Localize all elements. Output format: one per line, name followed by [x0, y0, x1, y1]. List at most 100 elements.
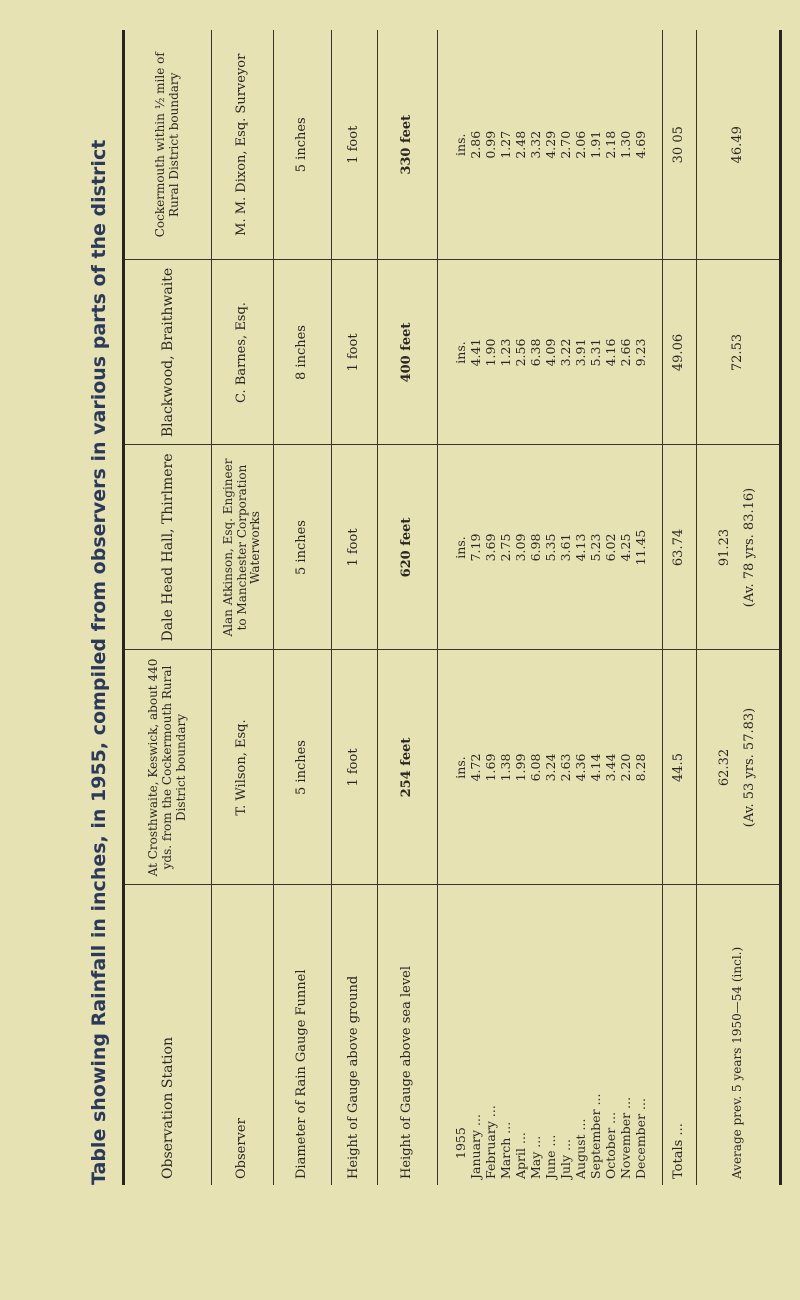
monthly-value: 2.20: [617, 753, 633, 782]
monthly-values: ins. 7.19 3.69 2.75 3.09 6.98 5.35 3.61 4.13 5.23…: [437, 445, 663, 650]
month-label: October ...: [602, 1111, 618, 1179]
month-label: April ...: [512, 1132, 528, 1179]
total: 63.74: [662, 445, 697, 650]
month-label: September ...: [587, 1093, 603, 1179]
monthly-value: 1.38: [497, 753, 513, 782]
monthly-values: ins. 2.86 0.99 1.27 2.48 3.32 4.29 2.70 2.06 1.91…: [437, 30, 663, 260]
monthly-value: 1.91: [587, 130, 603, 159]
height-sea: 400 feet: [377, 260, 438, 445]
monthly-value: 3.09: [512, 533, 528, 562]
monthly-value: 8.28: [632, 753, 648, 782]
monthly-values: ins. 4.72 1.69 1.38 1.99 6.08 3.24 2.63 4.36 4.14…: [437, 650, 663, 885]
month-label: July ...: [557, 1138, 573, 1179]
monthly-value: 1.99: [512, 753, 528, 782]
label-station: Observation Station: [123, 885, 212, 1185]
row-diameter: Diameter of Rain Gauge Funnel 5 inches 5…: [273, 30, 332, 1185]
row-height-ground: Height of Gauge above ground 1 foot 1 fo…: [331, 30, 378, 1185]
height-sea: 254 feet: [377, 650, 438, 885]
height-ground: 1 foot: [331, 30, 378, 260]
average-value: 62.32: [717, 748, 733, 787]
monthly-value: 2.56: [512, 338, 528, 367]
monthly-value: 3.69: [482, 533, 498, 562]
station-name: Cockermouth within ½ mile of Rural Distr…: [123, 30, 212, 260]
monthly-value: 3.91: [572, 338, 588, 367]
rainfall-table: Observation Station At Crosthwaite, Kesw…: [122, 30, 782, 1185]
diameter: 5 inches: [273, 30, 332, 260]
monthly-value: 1.90: [482, 338, 498, 367]
monthly-value: 5.31: [587, 338, 603, 367]
monthly-value: 2.75: [497, 533, 513, 562]
long-average: (Av. 78 yrs. 83.16): [742, 487, 757, 608]
monthly-value: 3.44: [602, 753, 618, 782]
monthly-value: 6.38: [527, 338, 543, 367]
label-height-sea: Height of Gauge above sea level: [377, 885, 438, 1185]
year-label: 1955: [452, 1127, 468, 1159]
average-value: 46.49: [729, 126, 745, 164]
monthly-value: 9.23: [632, 338, 648, 367]
height-sea: 620 feet: [377, 445, 438, 650]
label-average: Average prev. 5 years 1950—54 (incl.): [696, 885, 781, 1185]
monthly-value: 2.48: [512, 130, 528, 159]
monthly-value: 3.24: [542, 753, 558, 782]
monthly-value: 4.14: [587, 753, 603, 782]
label-observer: Observer: [211, 885, 274, 1185]
unit-label: ins.: [452, 536, 468, 559]
monthly-value: 2.86: [467, 130, 483, 159]
month-label: February ...: [482, 1105, 498, 1179]
page-title: Table showing Rainfall in inches, in 195…: [88, 139, 110, 1185]
row-station: Observation Station At Crosthwaite, Kesw…: [123, 30, 212, 1185]
month-label: December ...: [632, 1098, 648, 1179]
monthly-value: 4.16: [602, 338, 618, 367]
average: 91.23 (Av. 78 yrs. 83.16): [696, 445, 781, 650]
observer: Alan Atkinson, Esq. Engineer to Manchest…: [211, 445, 274, 650]
station-name: At Crosthwaite, Keswick, about 440 yds. …: [123, 650, 212, 885]
monthly-value: 0.99: [482, 130, 498, 159]
diameter: 5 inches: [273, 445, 332, 650]
month-label: January ...: [467, 1114, 483, 1179]
monthly-value: 3.22: [557, 338, 573, 367]
monthly-value: 4.36: [572, 753, 588, 782]
height-sea: 330 feet: [377, 30, 438, 260]
monthly-value: 1.30: [617, 130, 633, 159]
monthly-value: 1.69: [482, 753, 498, 782]
monthly-value: 3.32: [527, 130, 543, 159]
average: 62.32 (Av. 53 yrs. 57.83): [696, 650, 781, 885]
monthly-value: 5.23: [587, 533, 603, 562]
unit-label: ins.: [452, 133, 468, 156]
month-label: November ...: [617, 1096, 633, 1179]
total: 49.06: [662, 260, 697, 445]
monthly-value: 2.66: [617, 338, 633, 367]
diameter: 5 inches: [273, 650, 332, 885]
label-height-ground: Height of Gauge above ground: [331, 885, 378, 1185]
unit-label: ins.: [452, 756, 468, 779]
monthly-value: 3.61: [557, 533, 573, 562]
height-ground: 1 foot: [331, 260, 378, 445]
monthly-value: 4.69: [632, 130, 648, 159]
monthly-value: 1.23: [497, 338, 513, 367]
station-name: Dale Head Hall, Thirlmere: [123, 445, 212, 650]
label-diameter: Diameter of Rain Gauge Funnel: [273, 885, 332, 1185]
height-ground: 1 foot: [331, 650, 378, 885]
row-height-sea: Height of Gauge above sea level 254 feet…: [377, 30, 438, 1185]
month-label: May ...: [527, 1135, 543, 1179]
average: 72.53: [696, 260, 781, 445]
total: 30 05: [662, 30, 697, 260]
monthly-value: 1.27: [497, 130, 513, 159]
label-totals: Totals ...: [662, 885, 697, 1185]
height-ground: 1 foot: [331, 445, 378, 650]
average-value: 91.23: [717, 528, 733, 567]
average: 46.49: [696, 30, 781, 260]
monthly-values: ins. 4.41 1.90 1.23 2.56 6.38 4.09 3.22 3.91 5.31…: [437, 260, 663, 445]
monthly-value: 2.06: [572, 130, 588, 159]
monthly-value: 5.35: [542, 533, 558, 562]
row-observer: Observer T. Wilson, Esq. Alan Atkinson, …: [211, 30, 274, 1185]
diameter: 8 inches: [273, 260, 332, 445]
monthly-value: 4.41: [467, 338, 483, 367]
monthly-value: 6.08: [527, 753, 543, 782]
observer: M. M. Dixon, Esq. Surveyor: [211, 30, 274, 260]
observer: T. Wilson, Esq.: [211, 650, 274, 885]
monthly-value: 4.29: [542, 130, 558, 159]
monthly-value: 11.45: [632, 529, 648, 566]
month-label: August ...: [572, 1118, 588, 1179]
